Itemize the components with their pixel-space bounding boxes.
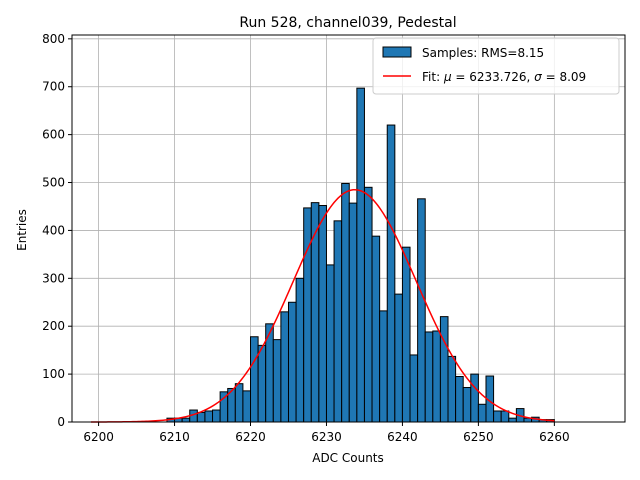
histogram-bar xyxy=(455,375,464,423)
x-tick-label: 6230 xyxy=(311,430,342,444)
plot-frame xyxy=(71,34,626,423)
y-tick-label: 500 xyxy=(42,176,65,190)
x-tick-label: 6250 xyxy=(463,430,494,444)
histogram-bar xyxy=(212,409,221,423)
histogram-bar xyxy=(181,417,191,423)
histogram-bar xyxy=(409,354,419,423)
y-tick-label: 700 xyxy=(42,80,65,94)
legend-mu-symbol: μ xyxy=(443,70,452,84)
histogram-bar xyxy=(401,246,411,423)
legend-sigma-symbol: σ xyxy=(534,70,542,84)
histogram-bar xyxy=(272,339,282,423)
histogram-bar xyxy=(204,410,214,423)
x-tick-label: 6210 xyxy=(159,430,190,444)
histogram-bar xyxy=(417,198,426,423)
y-tick-label: 400 xyxy=(42,223,65,237)
x-tick-label: 6200 xyxy=(83,430,114,444)
histogram-bar xyxy=(500,410,510,423)
legend-samples-swatch xyxy=(382,46,412,58)
histogram-bar xyxy=(447,355,457,423)
histogram-bar xyxy=(341,182,350,423)
legend-fit-prefix: Fit: xyxy=(422,70,444,84)
histogram-bar xyxy=(333,220,343,423)
legend-frame xyxy=(372,37,620,95)
histogram-bar xyxy=(303,207,312,423)
y-tick-label: 800 xyxy=(42,32,65,46)
histogram-bar xyxy=(386,124,396,423)
histogram-bar xyxy=(470,373,479,423)
histogram-bar xyxy=(287,301,297,423)
histogram-bar xyxy=(424,331,434,423)
histogram-bar xyxy=(477,403,487,423)
histogram-bar xyxy=(310,202,320,423)
fit-curve-group xyxy=(90,188,555,423)
histogram-bar xyxy=(432,330,441,423)
histogram-bar xyxy=(356,87,365,423)
legend-sigma-value: = 8.09 xyxy=(542,70,586,84)
y-tick-label: 0 xyxy=(57,415,65,429)
histogram-bar xyxy=(280,311,289,423)
y-tick-label: 600 xyxy=(42,128,65,142)
histogram-bar xyxy=(493,410,502,423)
y-tick-label: 100 xyxy=(42,367,65,381)
x-axis-label: ADC Counts xyxy=(312,451,384,465)
histogram-bar xyxy=(394,293,403,423)
legend-samples-label: Samples: RMS=8.15 xyxy=(422,46,544,60)
histogram-bar xyxy=(250,336,259,423)
histogram-bar xyxy=(371,235,381,423)
x-tick-label: 6220 xyxy=(235,430,266,444)
histogram-bar xyxy=(325,264,335,423)
legend: Samples: RMS=8.15 Fit: μ = 6233.726, σ =… xyxy=(372,37,620,95)
histogram-bars xyxy=(166,87,555,423)
histogram-bar xyxy=(234,383,244,423)
axes: 6200 6210 6220 6230 6240 6250 6260 0 100 200 300 40… xyxy=(42,32,626,444)
y-tick-label: 200 xyxy=(42,319,65,333)
histogram-bar xyxy=(462,387,472,423)
y-axis-label: Entries xyxy=(15,209,29,251)
chart-title: Run 528, channel039, Pedestal xyxy=(239,15,456,31)
histogram-bar xyxy=(196,411,206,423)
x-tick-label: 6260 xyxy=(539,430,570,444)
legend-mu-value: = 6233.726, xyxy=(452,70,535,84)
histogram-bar xyxy=(318,205,327,423)
x-tick-label: 6240 xyxy=(387,430,418,444)
fit-curve xyxy=(90,188,555,423)
histogram-bar xyxy=(348,202,358,423)
histogram-bar xyxy=(295,277,305,423)
histogram-bar xyxy=(439,316,449,423)
histogram-bar xyxy=(257,344,267,423)
histogram-bar xyxy=(242,390,252,423)
histogram-bar xyxy=(508,417,517,423)
y-tick-label: 300 xyxy=(42,271,65,285)
histogram-bar xyxy=(363,186,373,423)
histogram-bar xyxy=(379,310,388,423)
legend-fit-label: Fit: μ = 6233.726, σ = 8.09 xyxy=(422,70,586,84)
